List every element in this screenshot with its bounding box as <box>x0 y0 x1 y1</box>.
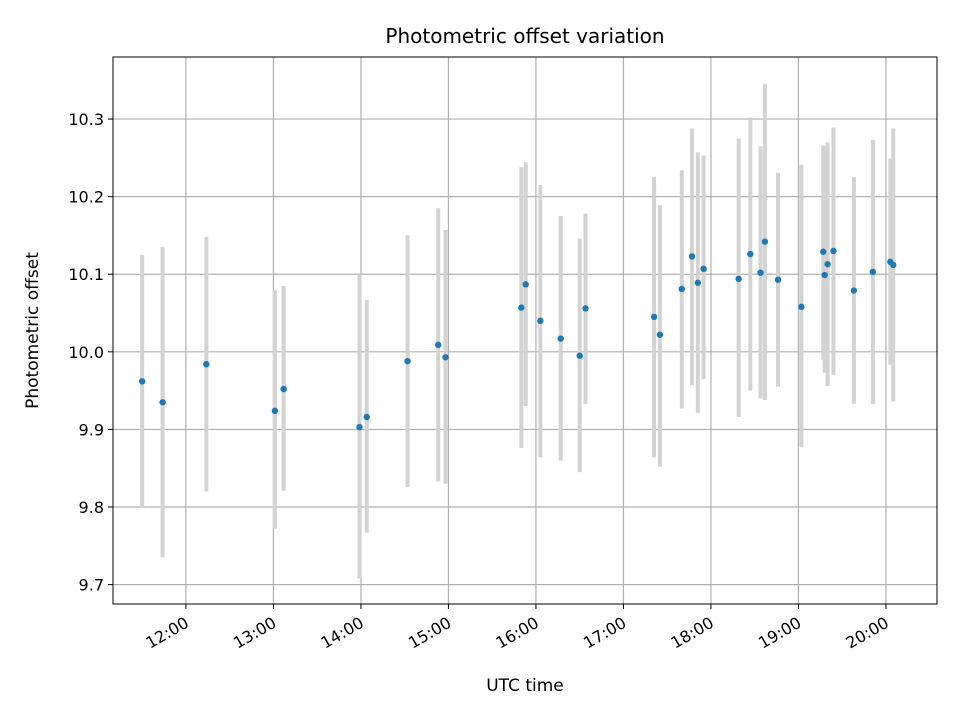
plot-area-frame <box>112 56 938 605</box>
data-point <box>203 361 210 368</box>
x-axis-label: UTC time <box>486 676 564 696</box>
y-tick-label: 10.3 <box>68 110 104 129</box>
data-point <box>830 247 837 255</box>
data-point <box>869 268 877 276</box>
data-point <box>678 285 685 293</box>
y-tick-label: 10.2 <box>68 188 104 207</box>
data-point <box>656 331 664 338</box>
data-point <box>522 281 529 288</box>
data-point <box>761 238 769 245</box>
data-point <box>576 352 583 359</box>
data-point <box>821 271 828 279</box>
data-point <box>774 276 782 283</box>
data-point <box>363 413 370 421</box>
data-point <box>138 378 146 385</box>
data-point <box>518 304 525 311</box>
data-point <box>650 313 658 321</box>
y-tick-label: 9.9 <box>79 420 104 439</box>
y-tick-label: 10.0 <box>68 343 104 362</box>
data-point <box>694 279 702 286</box>
data-point <box>798 303 805 311</box>
y-tick-label: 9.7 <box>79 576 104 595</box>
data-point <box>700 265 707 273</box>
y-tick-label: 10.1 <box>68 265 104 284</box>
data-point <box>582 305 589 312</box>
y-axis-ticks: 9.7 9.8 9.9 10.0 10.1 10.2 10.3 <box>68 110 113 595</box>
data-point <box>747 250 754 258</box>
data-points <box>138 238 897 431</box>
data-point <box>757 269 764 276</box>
data-point <box>735 275 742 283</box>
data-point <box>442 354 449 361</box>
data-point <box>824 260 831 268</box>
data-point <box>280 385 287 393</box>
data-point <box>159 399 166 406</box>
data-point <box>271 407 279 415</box>
data-point <box>435 341 442 349</box>
data-point <box>557 335 564 342</box>
data-point <box>890 261 897 269</box>
data-point <box>688 253 696 260</box>
data-point <box>404 357 411 365</box>
chart-title: Photometric offset variation <box>385 24 664 48</box>
data-point <box>820 248 827 255</box>
y-tick-label: 9.8 <box>79 498 104 517</box>
data-point <box>356 423 363 431</box>
data-point <box>537 317 544 325</box>
data-point <box>850 287 858 294</box>
y-axis-label: Photometric offset <box>23 252 43 409</box>
